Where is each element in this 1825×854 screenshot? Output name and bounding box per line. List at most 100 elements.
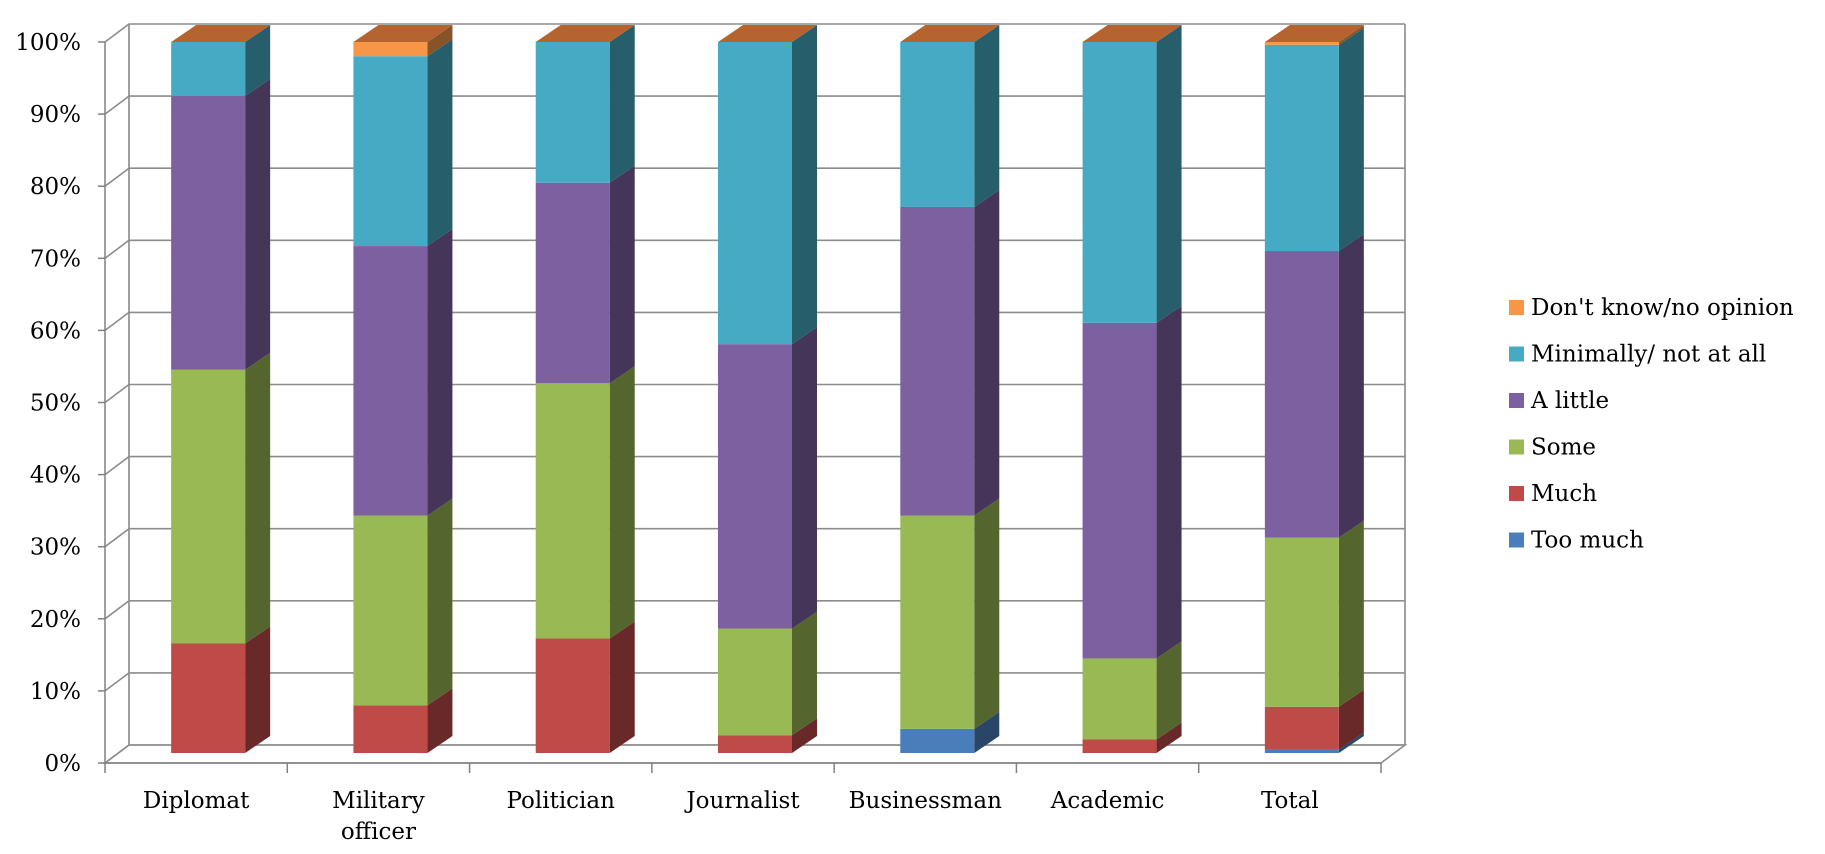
legend-label: Don't know/no opinion — [1531, 295, 1794, 321]
bar-segment-side — [792, 611, 817, 736]
bar-segment-side — [1156, 722, 1182, 753]
bar-segment-side — [974, 711, 1000, 753]
bar-segment-side — [1338, 27, 1364, 252]
bar-segment-side — [245, 79, 271, 370]
legend-label: Minimally/ not at all — [1531, 342, 1766, 368]
legend-swatch — [1509, 393, 1524, 408]
legend-label: A little — [1530, 388, 1609, 414]
bar-segment — [1264, 706, 1339, 750]
bar-segment — [1082, 658, 1157, 740]
bar-top-cap — [718, 25, 817, 42]
bar-segment — [171, 42, 246, 97]
bar-segment — [353, 42, 428, 57]
bar-segment — [900, 728, 975, 753]
bar-top-cap — [171, 25, 271, 42]
bar-segment — [1264, 251, 1339, 538]
x-tick-label: Businessman — [849, 788, 1002, 814]
bar-segment — [353, 705, 428, 753]
bar-segment — [171, 369, 246, 644]
x-tick-label: Diplomat — [143, 788, 250, 814]
bar-segment — [1264, 749, 1339, 753]
bar-segment-side — [974, 498, 1000, 729]
bar-segment — [535, 383, 610, 639]
bar-segment — [900, 206, 975, 516]
x-tick-label: Journalist — [684, 788, 800, 814]
bar-segment-side — [1156, 305, 1182, 659]
bar-segment — [535, 42, 610, 183]
bar-segment — [1082, 739, 1157, 753]
bar-segment — [718, 628, 792, 736]
bar-segment — [171, 96, 246, 370]
bar-top-cap — [535, 25, 635, 42]
y-tick-label: 10% — [30, 679, 81, 705]
bar-segment-side — [974, 189, 1000, 516]
bar-segment — [1264, 44, 1339, 252]
bar-segment — [353, 246, 428, 516]
bar-segment-side — [609, 25, 635, 183]
bar-segment-side — [792, 327, 817, 629]
bar-segment-side — [1338, 234, 1364, 538]
y-tick-label: 0% — [45, 751, 82, 777]
legend-label: Too much — [1531, 528, 1644, 554]
x-tick-label: Politician — [506, 788, 615, 814]
bar-segment-side — [1338, 689, 1364, 750]
bar-segment-side — [427, 498, 453, 706]
bar-top-cap — [900, 25, 1000, 42]
x-tick-label: officer — [341, 819, 416, 845]
bar-segment-side — [974, 25, 1000, 207]
bar-segment-side — [1338, 25, 1364, 45]
bar-segment — [171, 643, 246, 753]
bar-segment — [535, 638, 610, 753]
bar-segment-side — [1338, 520, 1364, 707]
bar-segment — [535, 182, 610, 384]
bar-segment-side — [245, 25, 271, 97]
bar-segment-side — [792, 25, 817, 345]
bar-segment-side — [1156, 641, 1182, 740]
y-tick-label: 50% — [30, 391, 81, 417]
y-tick-label: 30% — [30, 535, 81, 561]
bar-segment — [1082, 42, 1157, 323]
bar-segment — [353, 56, 428, 247]
bar-segment — [900, 42, 975, 207]
bar-segment — [900, 515, 975, 729]
legend-swatch — [1509, 486, 1524, 501]
y-tick-label: 60% — [30, 318, 81, 344]
y-tick-label: 70% — [30, 246, 81, 272]
y-tick-label: 90% — [30, 102, 81, 128]
legend-swatch — [1509, 532, 1524, 548]
x-tick-label: Total — [1261, 788, 1319, 814]
legend-swatch — [1509, 346, 1524, 362]
legend-swatch — [1509, 439, 1524, 455]
bar-segment-side — [427, 688, 453, 753]
bar-segment-side — [427, 25, 453, 57]
y-tick-label: 20% — [30, 607, 81, 633]
bar-top-cap — [1264, 25, 1364, 42]
bar-segment-side — [1156, 25, 1182, 323]
bar-segment — [1264, 42, 1339, 45]
bar-segment — [718, 344, 792, 629]
bar-segment-side — [427, 229, 453, 516]
bar-segment-side — [792, 718, 817, 753]
bar-top-cap — [353, 25, 453, 42]
bar-segment-side — [609, 366, 635, 639]
gridline — [104, 23, 1405, 43]
bar-top-cap — [1082, 25, 1182, 42]
bar-segment — [718, 42, 792, 345]
x-tick-label: Academic — [1050, 788, 1165, 814]
legend-label: Some — [1531, 435, 1596, 461]
bar-segment-side — [245, 626, 271, 753]
legend-swatch — [1509, 300, 1524, 315]
bar-segment-side — [609, 165, 635, 384]
bar-segment — [718, 735, 792, 753]
bar-segment — [1082, 322, 1157, 659]
legend-label: Much — [1531, 481, 1597, 507]
y-tick-label: 100% — [15, 30, 81, 56]
bar-segment-side — [427, 39, 453, 247]
bar-segment-side — [245, 352, 271, 644]
bar-segment — [1264, 537, 1339, 707]
x-tick-label: Military — [332, 788, 425, 814]
y-tick-label: 40% — [30, 463, 81, 489]
bar-segment — [353, 515, 428, 706]
bar-segment-side — [1338, 732, 1364, 753]
